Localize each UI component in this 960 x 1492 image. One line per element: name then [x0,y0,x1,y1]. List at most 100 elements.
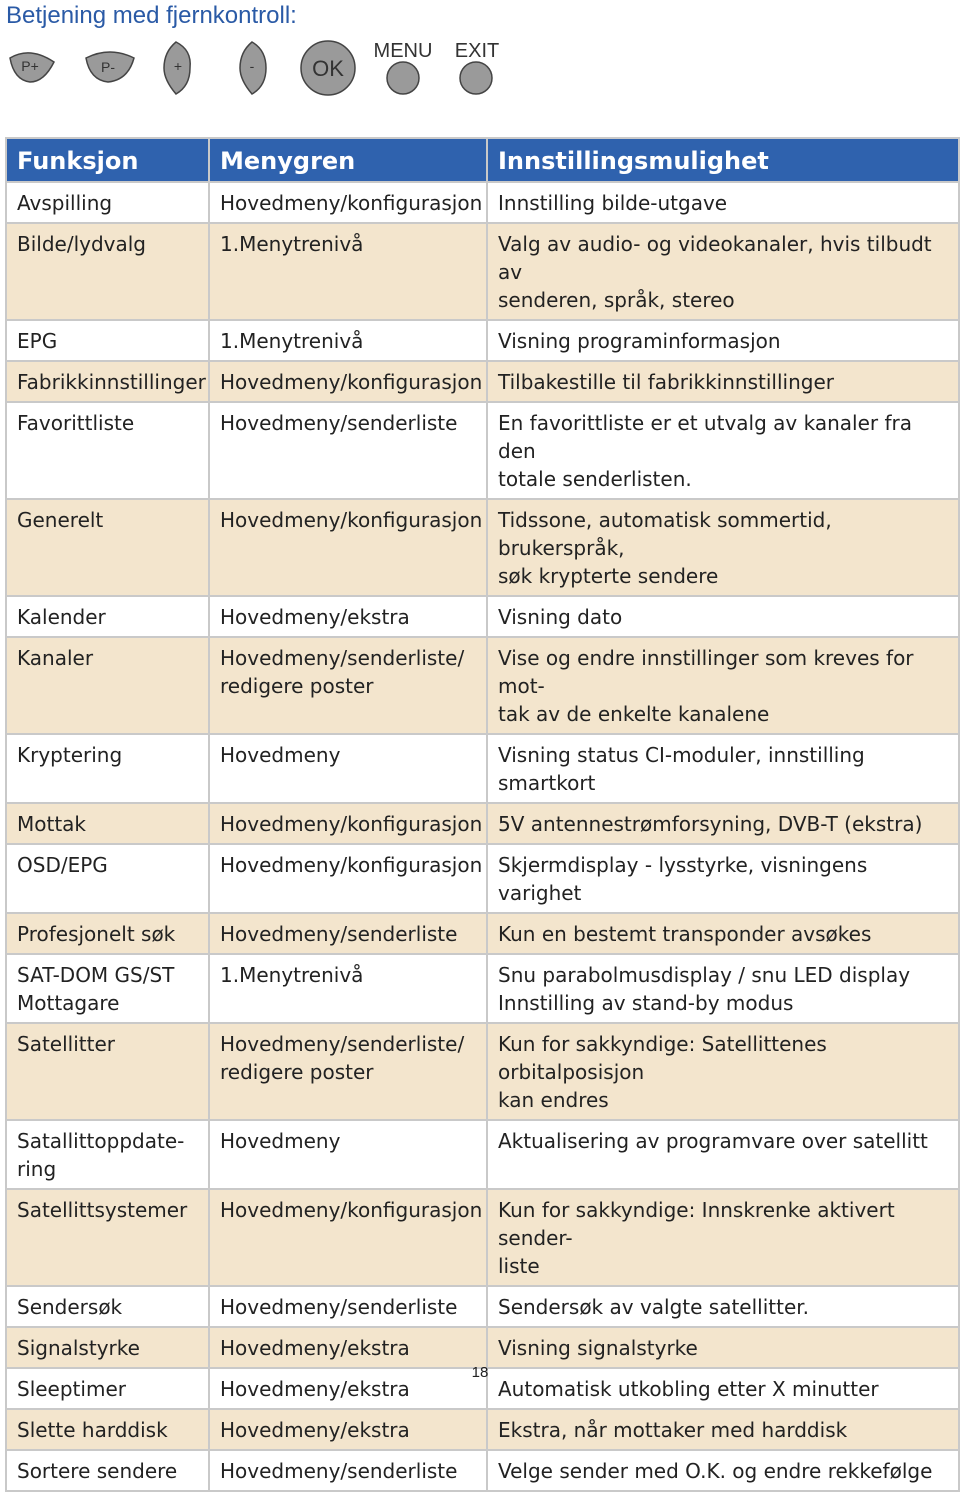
button-shape [163,41,191,95]
button-shape [239,41,267,95]
table-cell: Hovedmeny/ekstra [208,1408,488,1451]
table-cell: Hovedmeny/konfigurasjon [208,498,488,597]
table-cell: Hovedmeny [208,1119,488,1190]
button-shape [9,52,55,83]
table-cell: Signalstyrke [5,1326,210,1369]
table-cell: 1.Menytrenivå [208,953,488,1024]
table-cell: Kryptering [5,733,210,804]
table-cell: Hovedmeny/senderliste/ redigere poster [208,1022,488,1121]
table-row: Kryptering Hovedmeny Visning status CI-mod… [5,733,960,804]
button-label: EXIT [455,40,499,62]
table-cell: Hovedmeny/konfigurasjon [208,181,488,224]
table-cell: Valg av audio- og videokanaler, hvis til… [486,222,960,321]
table-row: Sortere sendere Hovedmeny/senderliste Velg… [5,1449,960,1492]
table-cell: Satellitter [5,1022,210,1121]
table-cell: Visning signalstyrke [486,1326,960,1369]
table-cell: Kun for sakkyndige: Satellittenes orbita… [486,1022,960,1121]
table-cell: 1.Menytrenivå [208,319,488,362]
page-title: Betjening med fjernkontroll: [6,2,297,29]
table-cell: Ekstra, når mottaker med harddisk [486,1408,960,1451]
table-cell: Vise og endre innstillinger som kreves f… [486,636,960,735]
button-label: P- [101,59,115,75]
table-row: Satellitter Hovedmeny/senderliste/ redige… [5,1022,960,1121]
button-shape [459,61,493,95]
table-cell: Generelt [5,498,210,597]
page: Betjening med fjernkontroll: P+ P- + - O… [5,2,960,1492]
table-cell: Kun for sakkyndige: Innskrenke aktivert … [486,1188,960,1287]
table-row: Profesjonelt søk Hovedmeny/senderliste Kun… [5,912,960,955]
table-row: EPG 1.Menytrenivå Visning programinformasj… [5,319,960,362]
button-shape [386,61,420,95]
table-cell: Hovedmeny/konfigurasjon [208,802,488,845]
table-cell: Tidssone, automatisk sommertid, brukersp… [486,498,960,597]
page-number: 18 [471,1364,489,1381]
table-row: Satallittoppdate- ring Hovedmeny Aktualise… [5,1119,960,1190]
table-cell: Hovedmeny/konfigurasjon [208,1188,488,1287]
table-row: Favorittliste Hovedmeny/senderliste En fav… [5,401,960,500]
table-cell: Hovedmeny/ekstra [208,1326,488,1369]
button-shape [300,40,356,96]
table-cell: Hovedmeny/konfigurasjon [208,843,488,914]
table-cell: Visning status CI-moduler, innstilling s… [486,733,960,804]
remote-buttons: P+ P- + - OK MENU EXIT [9,40,499,96]
table-row: Kalender Hovedmeny/ekstra Visning dato [5,595,960,638]
button-label: + [174,58,182,74]
table-row: OSD/EPG Hovedmeny/konfigurasjon Skjermdisp… [5,843,960,914]
button-label: P+ [21,58,39,74]
table-cell: Avspilling [5,181,210,224]
button-label: - [250,58,255,74]
table-cell: Kun en bestemt transponder avsøkes [486,912,960,955]
table-cell: Tilbakestille til fabrikkinnstillinger [486,360,960,403]
table-cell: Hovedmeny/konfigurasjon [208,360,488,403]
table-cell: En favorittliste er et utvalg av kanaler… [486,401,960,500]
table-cell: Fabrikkinnstillinger [5,360,210,403]
function-table: Funksjon Menygren Innstillingsmulighet Avs… [5,137,960,1492]
table-row: Slette harddisk Hovedmeny/ekstra Ekstra, n… [5,1408,960,1451]
column-header: Funksjon [5,137,210,183]
table-cell: Hovedmeny/senderliste [208,1449,488,1492]
table-cell: Visning dato [486,595,960,638]
table-cell: Skjermdisplay - lysstyrke, visningens va… [486,843,960,914]
table-cell: 1.Menytrenivå [208,222,488,321]
table-row: Sendersøk Hovedmeny/senderliste Sendersøk … [5,1285,960,1328]
table-cell: Sendersøk av valgte satellitter. [486,1285,960,1328]
table-cell: Mottak [5,802,210,845]
table-cell: 5V antennestrømforsyning, DVB-T (ekstra) [486,802,960,845]
table-cell: Kanaler [5,636,210,735]
table-cell: SAT-DOM GS/ST Mottagare [5,953,210,1024]
table-cell: Satallittoppdate- ring [5,1119,210,1190]
button-label: OK [312,56,344,81]
table-row: Avspilling Hovedmeny/konfigurasjon Innstil… [5,181,960,224]
table-cell: Velge sender med O.K. og endre rekkefølg… [486,1449,960,1492]
table-cell: Kalender [5,595,210,638]
table-cell: Hovedmeny/senderliste/ redigere poster [208,636,488,735]
table-cell: Hovedmeny/senderliste [208,1285,488,1328]
table-cell: Innstilling bilde-utgave [486,181,960,224]
table-cell: Satellittsystemer [5,1188,210,1287]
table-cell: Favorittliste [5,401,210,500]
table-cell: Profesjonelt søk [5,912,210,955]
column-header: Innstillingsmulighet [486,137,960,183]
button-label: MENU [374,40,433,62]
table-row: Mottak Hovedmeny/konfigurasjon 5V antennes… [5,802,960,845]
column-header: Menygren [208,137,488,183]
table-row: Satellittsystemer Hovedmeny/konfigurasjon… [5,1188,960,1287]
table-cell: Hovedmeny/ekstra [208,595,488,638]
table-row: Kanaler Hovedmeny/senderliste/ redigere p… [5,636,960,735]
table-row: Signalstyrke Hovedmeny/ekstra Visning sign… [5,1326,960,1369]
table-cell: Snu parabolmusdisplay / snu LED display … [486,953,960,1024]
table-cell: Slette harddisk [5,1408,210,1451]
table-cell: Hovedmeny [208,733,488,804]
table-row: Bilde/lydvalg 1.Menytrenivå Valg av audio-… [5,222,960,321]
table-row: SAT-DOM GS/ST Mottagare 1.Menytrenivå Snu … [5,953,960,1024]
table-row: Generelt Hovedmeny/konfigurasjon Tidssone,… [5,498,960,597]
table-row: Fabrikkinnstillinger Hovedmeny/konfiguras… [5,360,960,403]
header-row: Funksjon Menygren Innstillingsmulighet [5,137,960,183]
table-cell: EPG [5,319,210,362]
table-cell: Sortere sendere [5,1449,210,1492]
table-cell: Hovedmeny/senderliste [208,401,488,500]
table-cell: OSD/EPG [5,843,210,914]
table-cell: Bilde/lydvalg [5,222,210,321]
button-shape [85,51,135,83]
table-cell: Hovedmeny/senderliste [208,912,488,955]
